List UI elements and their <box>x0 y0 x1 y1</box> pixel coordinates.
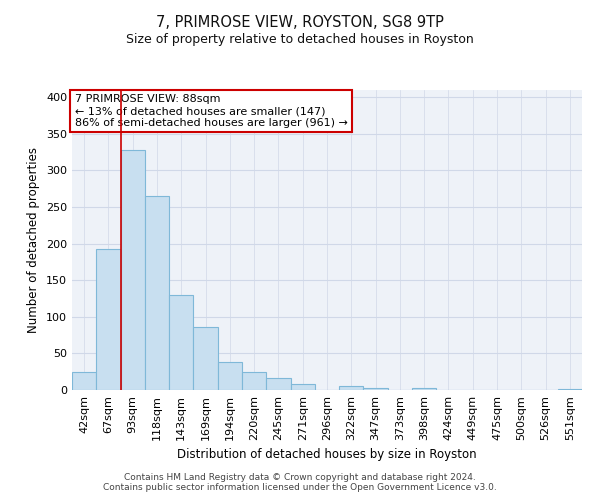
Bar <box>193 327 218 390</box>
Bar <box>169 295 193 390</box>
Bar <box>364 388 388 390</box>
Bar <box>72 372 96 390</box>
Bar <box>339 386 364 390</box>
Text: 7 PRIMROSE VIEW: 88sqm
← 13% of detached houses are smaller (147)
86% of semi-de: 7 PRIMROSE VIEW: 88sqm ← 13% of detached… <box>74 94 347 128</box>
X-axis label: Distribution of detached houses by size in Royston: Distribution of detached houses by size … <box>177 448 477 462</box>
Bar <box>145 196 169 390</box>
Bar <box>242 372 266 390</box>
Bar <box>96 249 121 390</box>
Bar <box>558 388 582 390</box>
Text: Contains HM Land Registry data © Crown copyright and database right 2024.
Contai: Contains HM Land Registry data © Crown c… <box>103 473 497 492</box>
Text: 7, PRIMROSE VIEW, ROYSTON, SG8 9TP: 7, PRIMROSE VIEW, ROYSTON, SG8 9TP <box>156 15 444 30</box>
Text: Size of property relative to detached houses in Royston: Size of property relative to detached ho… <box>126 32 474 46</box>
Y-axis label: Number of detached properties: Number of detached properties <box>28 147 40 333</box>
Bar <box>218 362 242 390</box>
Bar <box>412 388 436 390</box>
Bar <box>121 150 145 390</box>
Bar <box>266 378 290 390</box>
Bar <box>290 384 315 390</box>
